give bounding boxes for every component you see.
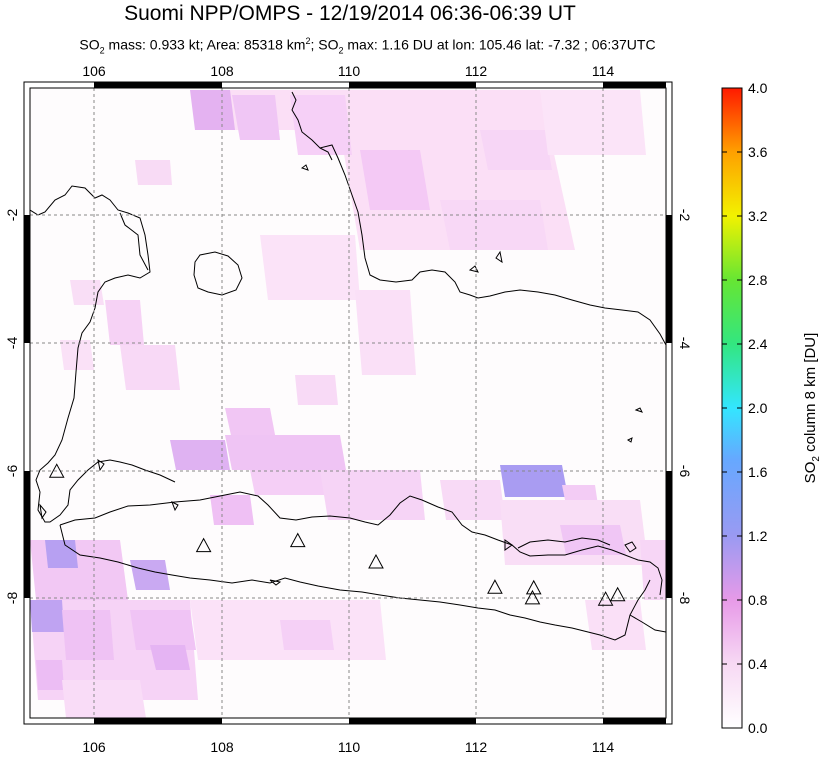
map-title: Suomi NPP/OMPS - 12/19/2014 06:36-06:39 … — [124, 2, 576, 25]
colorbar-tick-marks — [722, 87, 742, 729]
lon-tick-106-bottom: 106 — [82, 739, 106, 755]
lat-tick-labels-left: -2 -4 -6 -8 — [4, 209, 20, 605]
lon-tick-114-top: 114 — [592, 63, 615, 79]
lon-tick-112-bottom: 112 — [465, 739, 488, 755]
lon-tick-labels-top: 106 108 110 112 114 — [82, 63, 614, 79]
volcano-marker-7 — [524, 589, 541, 605]
cb-label-0-0: 0.0 — [748, 720, 768, 736]
cb-label-2-0: 2.0 — [748, 400, 768, 416]
cb-label-3-2: 3.2 — [748, 208, 768, 224]
cb-label-4-0: 4.0 — [748, 80, 768, 96]
cb-label-0-8: 0.8 — [748, 592, 768, 608]
lat-tick-2-left: -2 — [4, 209, 20, 222]
colorbar-title: SO2 column 8 km [DU] — [802, 333, 822, 484]
lon-tick-108-bottom: 108 — [210, 739, 234, 755]
lat-tick-6-left: -6 — [4, 465, 20, 478]
lon-tick-110-top: 110 — [338, 63, 361, 79]
so2-pixel-layer — [30, 90, 666, 718]
volcano-marker-4 — [368, 553, 384, 569]
gridlines — [30, 88, 666, 718]
lat-tick-8-left: -8 — [4, 592, 20, 605]
lat-tick-4-right: -4 — [677, 337, 693, 350]
lat-tick-2-right: -2 — [677, 209, 693, 222]
lon-tick-106-top: 106 — [82, 63, 106, 79]
colorbar-tick-labels: 4.0 3.6 3.2 2.8 2.4 2.0 1.6 1.2 0.8 0.4 … — [748, 80, 768, 736]
lon-tick-labels-bottom: 106 108 110 112 114 — [82, 739, 614, 755]
cb-label-2-4: 2.4 — [748, 336, 768, 352]
volcano-marker-8 — [597, 591, 614, 606]
lon-tick-108-top: 108 — [210, 63, 234, 79]
volcano-marker-1 — [48, 463, 65, 478]
lon-tick-114-bottom: 114 — [592, 739, 615, 755]
cb-label-1-6: 1.6 — [748, 464, 768, 480]
lon-tick-112-top: 112 — [465, 63, 488, 79]
cb-label-3-6: 3.6 — [748, 144, 768, 160]
lat-tick-8-right: -8 — [677, 592, 693, 605]
cb-label-1-2: 1.2 — [748, 528, 768, 544]
volcano-marker-9 — [609, 586, 626, 602]
lat-tick-labels-right: -2 -4 -6 -8 — [677, 209, 693, 605]
map-frame — [23, 81, 673, 725]
volcano-marker-5 — [487, 579, 503, 594]
colorbar: 4.0 3.6 3.2 2.8 2.4 2.0 1.6 1.2 0.8 0.4 … — [721, 80, 822, 736]
cb-label-0-4: 0.4 — [748, 656, 768, 672]
lon-tick-110-bottom: 110 — [338, 739, 361, 755]
volcano-markers — [48, 463, 626, 606]
map-subtitle: SO2 mass: 0.933 kt; Area: 85318 km2; SO2… — [79, 36, 656, 56]
volcano-marker-3 — [289, 532, 306, 548]
cb-label-2-8: 2.8 — [748, 272, 768, 288]
lat-tick-6-right: -6 — [677, 465, 693, 478]
coastlines — [30, 91, 666, 641]
lat-tick-4-left: -4 — [4, 337, 20, 350]
volcano-marker-2 — [195, 537, 212, 553]
